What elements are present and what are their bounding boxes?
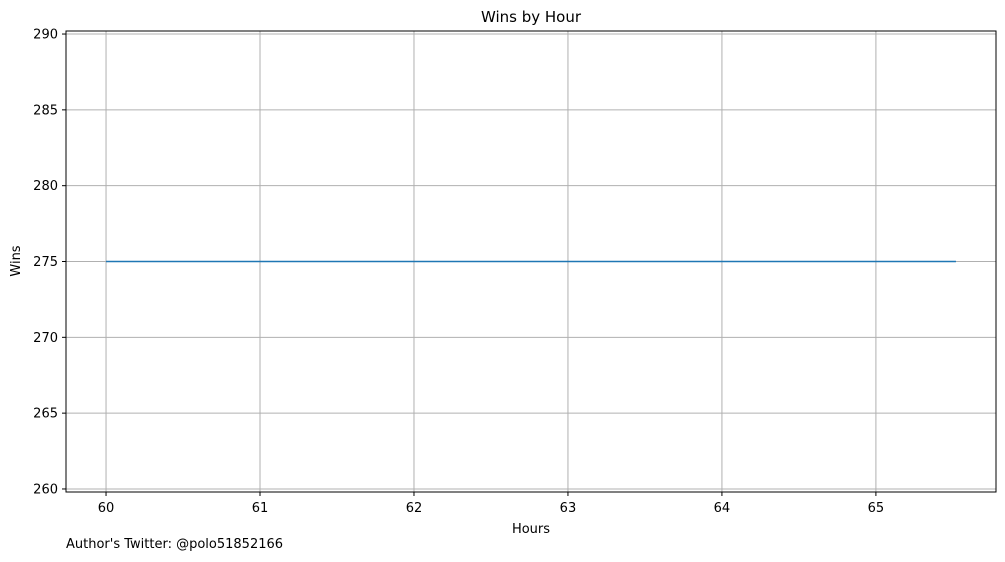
x-axis: 60 61 62 63 64 65 xyxy=(98,492,884,516)
x-tick-label: 65 xyxy=(868,501,885,516)
y-axis: 260 265 270 275 280 285 290 xyxy=(33,28,66,497)
x-tick-label: 61 xyxy=(252,501,269,516)
author-credit: Author's Twitter: @polo51852166 xyxy=(66,537,284,552)
x-tick-label: 62 xyxy=(406,501,423,516)
y-axis-label: Wins xyxy=(9,245,24,276)
x-tick-label: 63 xyxy=(560,501,577,516)
y-tick-label: 275 xyxy=(33,255,58,270)
y-tick-label: 260 xyxy=(33,482,58,497)
y-tick-label: 280 xyxy=(33,179,58,194)
y-tick-label: 285 xyxy=(33,103,58,118)
y-tick-label: 265 xyxy=(33,407,58,422)
y-tick-label: 270 xyxy=(33,331,58,346)
y-tick-label: 290 xyxy=(33,28,58,43)
chart-title: Wins by Hour xyxy=(481,8,582,26)
x-tick-label: 60 xyxy=(98,501,115,516)
x-tick-label: 64 xyxy=(714,501,731,516)
x-axis-label: Hours xyxy=(512,522,550,537)
